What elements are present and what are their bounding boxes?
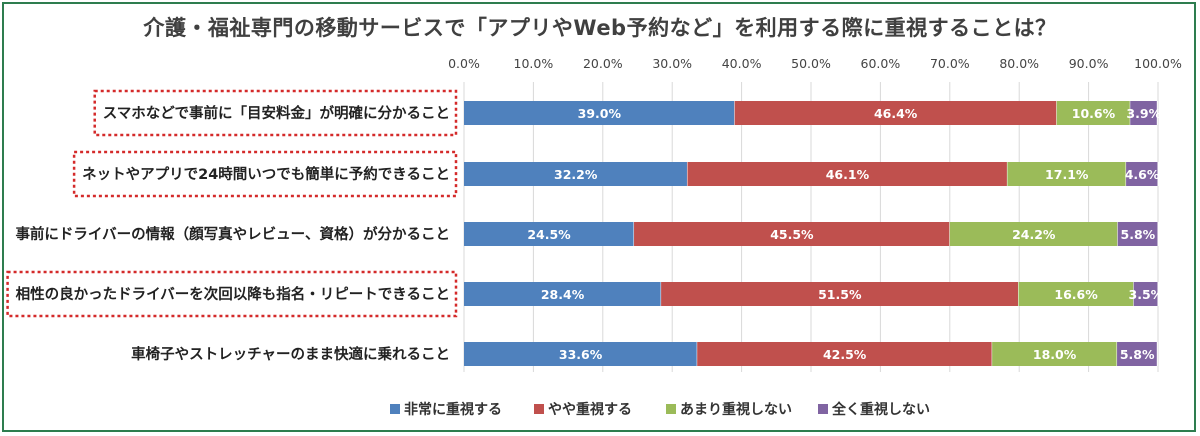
bar-segment — [734, 101, 1057, 125]
legend: 非常に重視する やや重視する あまり重視しない 全く重視しない — [390, 401, 930, 418]
x-tick-label: 10.0% — [514, 56, 554, 71]
data-label: 10.6% — [1072, 106, 1116, 121]
bar-segment — [464, 282, 662, 306]
bar-segment — [1056, 101, 1131, 125]
legend-swatch — [818, 404, 828, 414]
category-label: 車椅子やストレッチャーのまま快適に乗れること — [131, 345, 450, 363]
bar-segment — [1117, 222, 1158, 246]
category-label: スマホなどで事前に「目安料金」が明確に分かること — [103, 104, 450, 122]
bars — [464, 101, 1159, 366]
category-label: ネットやアプリで24時間いつでも簡単に予約できること — [82, 165, 450, 183]
bar-segment — [1007, 162, 1127, 186]
category-label: 事前にドライバーの情報（顔写真やレビュー、資格）が分かること — [15, 225, 450, 243]
highlight-boxes — [6, 89, 458, 318]
x-tick-label: 50.0% — [791, 56, 831, 71]
bar-segment — [687, 162, 1008, 186]
legend-label: やや重視する — [548, 401, 632, 418]
bar-segment — [1133, 282, 1158, 306]
bar-segment — [1130, 101, 1158, 125]
data-label: 28.4% — [541, 287, 585, 302]
highlight-box — [6, 270, 458, 318]
category-label: 相性の良かったドライバーを次回以降も指名・リピートできること — [16, 285, 450, 303]
data-label: 3.9% — [1126, 106, 1161, 121]
bar-segment — [697, 342, 993, 366]
bar-segment — [949, 222, 1118, 246]
chart-title: 介護・福祉専門の移動サービスで「アプリやWeb予約など」を利用する際に重視するこ… — [143, 16, 1057, 40]
x-tick-label: 70.0% — [930, 56, 970, 71]
x-tick-label: 90.0% — [1069, 56, 1109, 71]
bar-segment — [634, 222, 950, 246]
legend-label: 非常に重視する — [404, 401, 502, 418]
data-label: 24.5% — [527, 227, 571, 242]
data-label: 24.2% — [1012, 227, 1056, 242]
bar-segment — [1117, 342, 1158, 366]
data-label: 46.1% — [826, 167, 870, 182]
highlight-box — [93, 89, 458, 137]
x-tick-label: 60.0% — [861, 56, 901, 71]
data-label: 17.1% — [1045, 167, 1089, 182]
legend-label: 全く重視しない — [831, 401, 930, 418]
data-labels: 39.0% 46.4% 10.6% 3.9% 32.2% 46.1% 17.1% 4.6% 24… — [527, 106, 1163, 362]
bar-segment — [992, 342, 1118, 366]
legend-label: あまり重視しない — [680, 401, 792, 418]
legend-swatch — [390, 404, 400, 414]
data-label: 5.8% — [1121, 227, 1156, 242]
data-label: 45.5% — [770, 227, 814, 242]
bar-segment — [464, 222, 635, 246]
bar-segment — [661, 282, 1019, 306]
data-label: 33.6% — [559, 347, 603, 362]
bar-segment — [464, 101, 735, 125]
bar-segment — [1126, 162, 1158, 186]
legend-swatch — [666, 404, 676, 414]
x-tick-label: 30.0% — [652, 56, 692, 71]
data-label: 18.0% — [1033, 347, 1077, 362]
x-tick-label: 0.0% — [448, 56, 480, 71]
highlight-box — [72, 150, 458, 198]
legend-swatch — [534, 404, 544, 414]
data-label: 51.5% — [818, 287, 862, 302]
bar-segment — [1018, 282, 1134, 306]
category-labels: スマホなどで事前に「目安料金」が明確に分かることネットやアプリで24時間いつでも… — [15, 104, 450, 363]
data-label: 5.8% — [1120, 347, 1155, 362]
bar-segment — [464, 342, 698, 366]
x-tick-label: 20.0% — [583, 56, 623, 71]
data-label: 32.2% — [554, 167, 598, 182]
data-label: 16.6% — [1054, 287, 1098, 302]
data-label: 46.4% — [874, 106, 918, 121]
data-label: 42.5% — [823, 347, 867, 362]
x-tick-label: 80.0% — [999, 56, 1039, 71]
x-axis-ticks: 0.0% 10.0% 20.0% 30.0% 40.0% 50.0% 60.0% 70.0% 8… — [448, 56, 1182, 71]
data-label: 39.0% — [578, 106, 622, 121]
x-tick-label: 40.0% — [722, 56, 762, 71]
x-tick-label: 100.0% — [1134, 56, 1182, 71]
data-label: 3.5% — [1129, 287, 1164, 302]
bar-segment — [464, 162, 688, 186]
data-label: 4.6% — [1125, 167, 1160, 182]
